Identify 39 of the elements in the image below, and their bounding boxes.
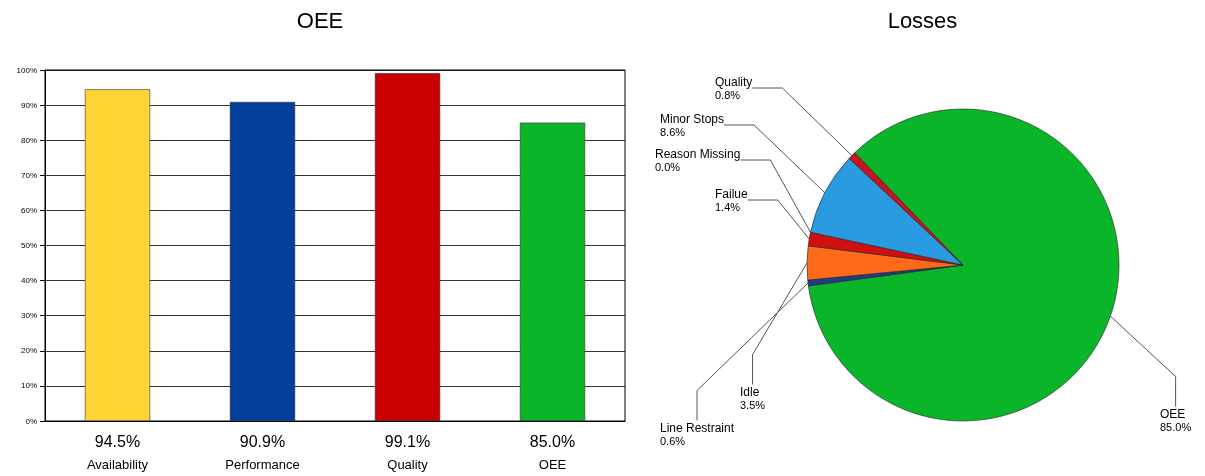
slice-label: Line Restraint (660, 420, 735, 435)
bar (374, 73, 441, 421)
y-tick-label: 10% (20, 381, 37, 391)
data-label: 85.0% (1160, 421, 1192, 433)
data-label: 85.0% (529, 432, 576, 450)
x-tick-label: Availability (86, 456, 149, 472)
slice-label: Idle (740, 384, 760, 399)
slice-label: Quality (715, 74, 753, 89)
y-tick-label: 80% (20, 135, 37, 145)
chart-title: OEE (296, 7, 344, 33)
bar (84, 89, 151, 421)
text: 0.0% (655, 161, 681, 173)
slice-label: Minor Stops (660, 111, 725, 126)
data-label: 0.6% (660, 435, 686, 447)
data-label: 3.5% (740, 399, 766, 411)
data-label: 94.5% (94, 432, 141, 450)
slice-label: OEE (1160, 406, 1186, 421)
y-tick-label: 40% (20, 276, 37, 286)
y-tick-label: 20% (20, 346, 37, 356)
y-tick-label: 60% (20, 205, 37, 215)
data-label: 90.9% (239, 432, 286, 450)
category-label: Reason Missing (655, 146, 741, 161)
bar (229, 101, 296, 421)
y-tick-label: 50% (20, 241, 37, 250)
data-label: 99.1% (384, 432, 431, 450)
x-tick-label: Quality (387, 456, 429, 472)
x-tick-label: OEE (538, 456, 567, 472)
y-tick-label: 70% (20, 170, 37, 180)
slice-label: Failue (715, 186, 749, 201)
bar (519, 122, 586, 421)
chart-title: Losses (887, 7, 958, 33)
data-label: 1.4% (715, 201, 741, 213)
data-label: 8.6% (660, 126, 686, 138)
x-tick-label: Performance (225, 456, 300, 472)
data-label: 0.8% (715, 89, 741, 101)
y-tick-label: 100% (16, 65, 37, 75)
y-tick-label: 0% (25, 416, 37, 426)
y-tick-label: 30% (20, 311, 37, 321)
y-tick-label: 90% (20, 100, 37, 110)
